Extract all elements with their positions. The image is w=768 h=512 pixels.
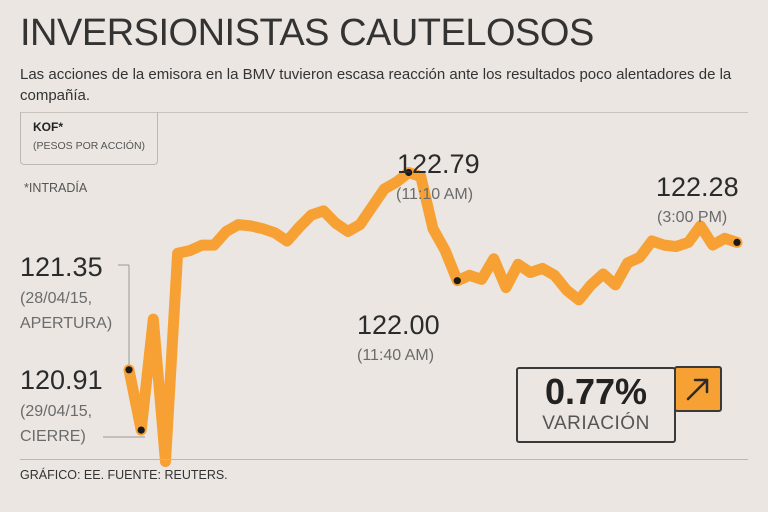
price-markers [125,168,741,434]
prev-close-label: CIERRE) [20,428,86,445]
low-value: 122.00 [357,310,440,340]
source-note: GRÁFICO: EE. FUENTE: REUTERS. [20,468,228,482]
ticker-box: KOF* (PESOS POR ACCIÓN) [20,112,158,165]
prev-close-value: 120.91 [20,365,103,395]
price-marker [733,238,741,246]
open-value: 121.35 [20,252,103,282]
variation-label: VARIACIÓN [542,413,650,434]
last-time: (3:00 PM) [657,209,728,226]
bottom-divider [20,459,748,460]
price-series-line [123,167,743,468]
arrow-up-right-icon [674,366,722,412]
price-marker [125,366,133,374]
ticker-units: (PESOS POR ACCIÓN) [33,140,146,152]
chart-title: INVERSIONISTAS CAUTELOSOS [20,12,594,54]
low-time: (11:40 AM) [357,347,435,364]
high-time: (11:10 AM) [396,186,474,203]
price-marker [405,168,413,177]
ticker-name: KOF* [33,120,63,134]
intraday-note: *INTRADÍA [24,181,88,195]
variation-value: 0.77% [544,371,648,412]
price-marker [453,277,461,285]
top-divider [20,112,748,113]
variation-box: 0.77% VARIACIÓN [516,367,676,443]
open-date: (28/04/15, [20,290,93,307]
price-marker [137,426,145,434]
high-value: 122.79 [397,149,480,179]
last-value: 122.28 [656,172,739,202]
prev-close-date: (29/04/15, [20,403,93,420]
chart-subtitle: Las acciones de la emisora en la BMV tuv… [20,66,732,104]
open-label: APERTURA) [20,315,113,332]
